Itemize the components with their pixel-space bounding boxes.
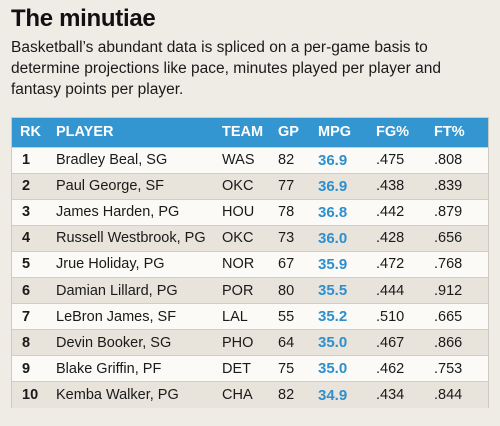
cell-ft-pct: .753 [426, 355, 488, 382]
cell-gp: 77 [270, 172, 310, 200]
cell-mpg: 35.5 [310, 276, 368, 304]
cell-gp: 73 [270, 224, 310, 252]
cell-fg-pct: .472 [368, 250, 426, 278]
cell-team: LAL [214, 303, 270, 330]
cell-gp: 55 [270, 303, 310, 330]
cell-fg-pct: .444 [368, 276, 426, 304]
cell-player: Jrue Holiday, PG [48, 250, 214, 278]
cell-ft-pct: .665 [426, 303, 488, 330]
cell-rank: 3 [12, 198, 48, 226]
cell-player: Kemba Walker, PG [48, 381, 214, 408]
cell-fg-pct: .442 [368, 198, 426, 226]
column-header-team: TEAM [222, 124, 264, 141]
cell-gp: 75 [270, 355, 310, 382]
cell-gp: 82 [270, 381, 310, 408]
cell-team: DET [214, 355, 270, 382]
page-title: The minutiae [11, 5, 156, 32]
cell-player: Russell Westbrook, PG [48, 224, 214, 252]
cell-mpg: 36.8 [310, 198, 368, 226]
table-row: 4 Russell Westbrook, PG OKC 73 36.0.428.656 [12, 224, 488, 252]
cell-mpg: 35.9 [310, 250, 368, 278]
cell-fg-pct: .510 [368, 303, 426, 330]
cell-rank: 2 [12, 172, 48, 200]
table-row: 6 Damian Lillard, PG POR 80 35.5.444.912 [12, 276, 488, 304]
cell-rank: 8 [12, 329, 48, 356]
cell-fg-pct: .462 [368, 355, 426, 382]
cell-player: Paul George, SF [48, 172, 214, 200]
cell-player: Devin Booker, SG [48, 329, 214, 356]
table-row: 8 Devin Booker, SG PHO 64 35.0.467.866 [12, 329, 488, 356]
cell-ft-pct: .844 [426, 381, 488, 408]
cell-gp: 67 [270, 250, 310, 278]
cell-rank: 7 [12, 303, 48, 330]
cell-mpg: 35.2 [310, 303, 368, 330]
table-row: 2 Paul George, SF OKC 77 36.9.438.839 [12, 172, 488, 200]
column-header-mpg: MPG [318, 124, 352, 141]
table-row: 7 LeBron James, SF LAL 55 35.2.510.665 [12, 303, 488, 330]
cell-team: OKC [214, 224, 270, 252]
cell-player: James Harden, PG [48, 198, 214, 226]
cell-player: LeBron James, SF [48, 303, 214, 330]
column-header-fg-pct: FG% [376, 124, 410, 141]
cell-ft-pct: .839 [426, 172, 488, 200]
cell-ft-pct: .768 [426, 250, 488, 278]
table-header-row: RK PLAYER TEAM GP MPG FG% FT% [12, 118, 488, 147]
table-row: 9 Blake Griffin, PF DET 75 35.0.462.753 [12, 355, 488, 382]
subtitle: Basketball’s abundant data is spliced on… [11, 39, 441, 98]
cell-team: NOR [214, 250, 270, 278]
cell-gp: 80 [270, 276, 310, 304]
cell-fg-pct: .434 [368, 381, 426, 408]
cell-rank: 4 [12, 224, 48, 252]
cell-mpg: 36.0 [310, 224, 368, 252]
column-header-player: PLAYER [56, 124, 114, 141]
table-row: 5 Jrue Holiday, PG NOR 67 35.9.472.768 [12, 250, 488, 278]
cell-rank: 1 [12, 146, 48, 174]
stats-table-container: RK PLAYER TEAM GP MPG FG% FT% 1 Bradley Beal, S… [11, 117, 489, 408]
cell-team: CHA [214, 381, 270, 408]
cell-player: Bradley Beal, SG [48, 146, 214, 174]
cell-gp: 82 [270, 146, 310, 174]
cell-rank: 10 [12, 381, 48, 408]
table-row: 3 James Harden, PG HOU 78 36.8.442.879 [12, 198, 488, 226]
cell-fg-pct: .428 [368, 224, 426, 252]
cell-rank: 5 [12, 250, 48, 278]
column-header-gp: GP [278, 124, 299, 141]
cell-rank: 9 [12, 355, 48, 382]
cell-team: HOU [214, 198, 270, 226]
cell-rank: 6 [12, 276, 48, 304]
cell-ft-pct: .879 [426, 198, 488, 226]
cell-fg-pct: .475 [368, 146, 426, 174]
cell-fg-pct: .467 [368, 329, 426, 356]
cell-ft-pct: .912 [426, 276, 488, 304]
cell-gp: 64 [270, 329, 310, 356]
cell-team: PHO [214, 329, 270, 356]
cell-player: Damian Lillard, PG [48, 276, 214, 304]
cell-team: POR [214, 276, 270, 304]
table-row: 1 Bradley Beal, SG WAS 82 36.9.475.808 [12, 146, 488, 174]
cell-team: OKC [214, 172, 270, 200]
table-row: 10 Kemba Walker, PG CHA 82 34.9.434.844 [12, 381, 488, 408]
cell-fg-pct: .438 [368, 172, 426, 200]
cell-mpg: 36.9 [310, 146, 368, 174]
table-body: 1 Bradley Beal, SG WAS 82 36.9.475.808 2 Paul … [12, 146, 488, 408]
cell-mpg: 34.9 [310, 381, 368, 408]
cell-ft-pct: .866 [426, 329, 488, 356]
cell-team: WAS [214, 146, 270, 174]
cell-mpg: 35.0 [310, 329, 368, 356]
column-header-rank: RK [20, 124, 41, 141]
cell-player: Blake Griffin, PF [48, 355, 214, 382]
cell-mpg: 35.0 [310, 355, 368, 382]
column-header-ft-pct: FT% [434, 124, 465, 141]
cell-gp: 78 [270, 198, 310, 226]
stats-table: RK PLAYER TEAM GP MPG FG% FT% 1 Bradley Beal, S… [12, 118, 488, 408]
cell-ft-pct: .656 [426, 224, 488, 252]
cell-ft-pct: .808 [426, 146, 488, 174]
cell-mpg: 36.9 [310, 172, 368, 200]
